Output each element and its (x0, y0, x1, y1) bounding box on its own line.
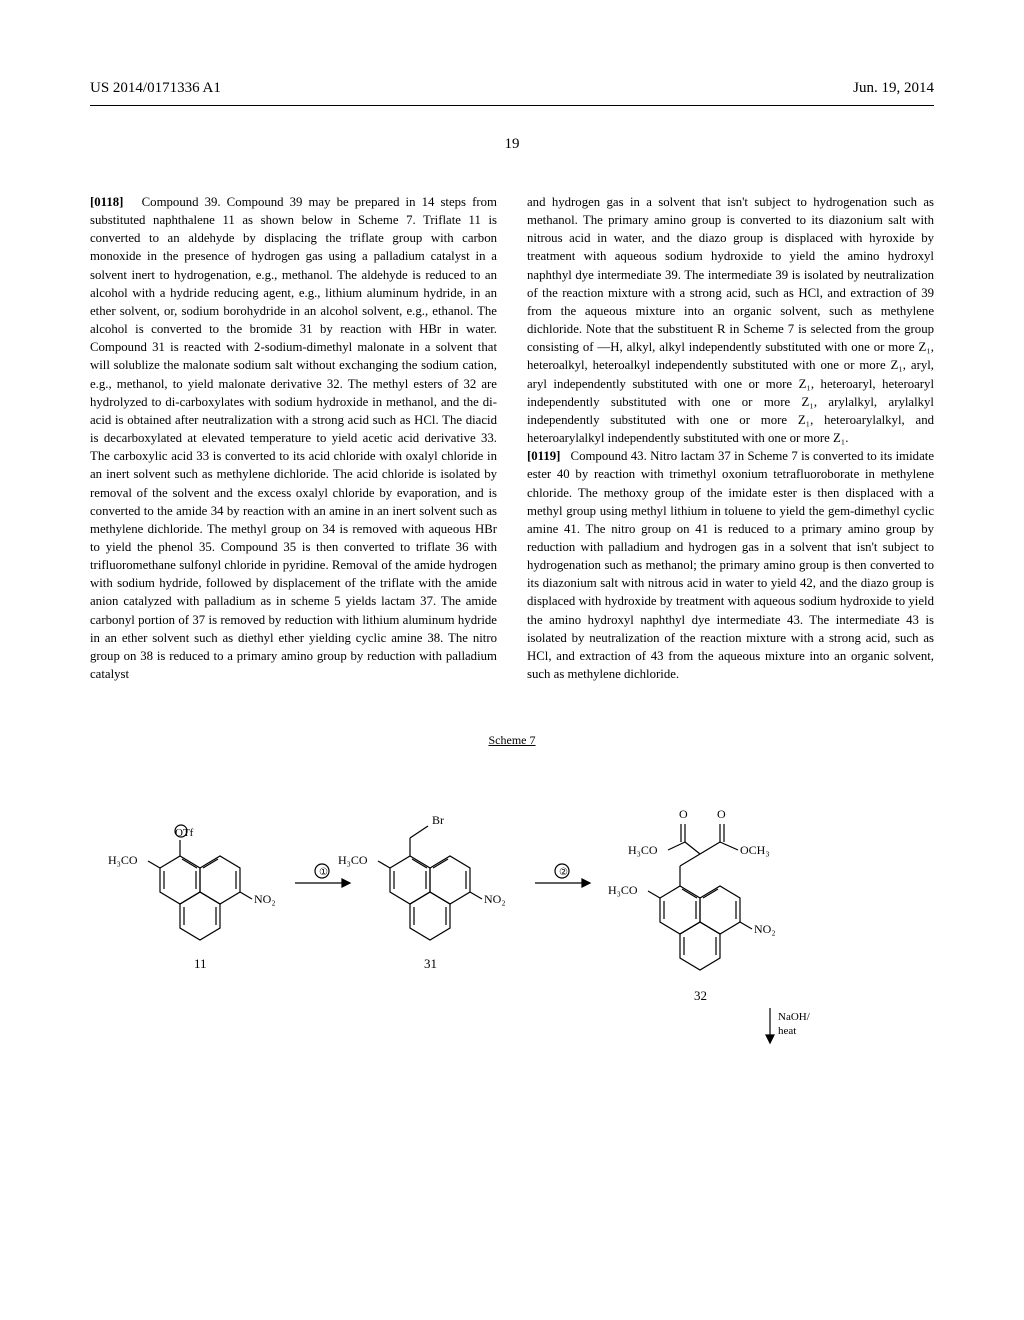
paragraph-119: [0119] Compound 43. Nitro lactam 37 in S… (527, 447, 934, 683)
arrow3-label: NaOH/ (778, 1011, 811, 1023)
c31-num: 31 (424, 956, 437, 971)
c32-och3-l: H₃CO (628, 843, 658, 857)
page-number: 19 (90, 136, 934, 153)
compound-31: H₃CO Br NO₂ 31 (338, 813, 506, 971)
right-column: and hydrogen gas in a solvent that isn't… (527, 193, 934, 683)
c32-num: 32 (694, 988, 707, 1003)
page-header: US 2014/0171336 A1 Jun. 19, 2014 (90, 80, 934, 97)
compound-11: H₃CO OTf NO₂ 11 (108, 825, 276, 971)
c32-och3-r: OCH₃ (740, 843, 770, 857)
c31-och3: H₃CO (338, 853, 368, 867)
scheme-svg: H₃CO OTf NO₂ 11 ① (90, 768, 934, 1048)
arrow2-label: ② (559, 867, 568, 878)
compound-32: H₃CO NO₂ O (608, 807, 776, 1003)
scheme-label: Scheme 7 (90, 733, 934, 748)
c11-num: 11 (194, 956, 207, 971)
arrow-3: NaOH/ heat (766, 1008, 811, 1043)
arrow-1: ① (295, 864, 350, 887)
left-column: [0118] Compound 39. Compound 39 may be p… (90, 193, 497, 683)
arrow1-label: ① (319, 867, 328, 878)
para-119-text: Compound 43. Nitro lactam 37 in Scheme 7… (527, 449, 934, 681)
para-118-text: Compound 39. Compound 39 may be prepared… (90, 195, 497, 681)
c11-och3: H₃CO (108, 853, 138, 867)
c11-no2: NO₂ (254, 892, 276, 906)
c32-o2: O (717, 807, 726, 821)
paragraph-118-cont: and hydrogen gas in a solvent that isn't… (527, 193, 934, 447)
arrow-2: ② (535, 864, 590, 887)
c32-no2: NO₂ (754, 922, 776, 936)
arrow3-label2: heat (778, 1025, 796, 1037)
c32-o1: O (679, 807, 688, 821)
c31-br: Br (432, 813, 444, 827)
header-left: US 2014/0171336 A1 (90, 80, 221, 97)
para-num-118: [0118] (90, 195, 123, 209)
para-num-119: [0119] (527, 449, 560, 463)
body-columns: [0118] Compound 39. Compound 39 may be p… (90, 193, 934, 683)
c32-och3: H₃CO (608, 883, 638, 897)
header-right: Jun. 19, 2014 (853, 80, 934, 97)
c11-otf: OTf (175, 827, 194, 839)
header-rule (90, 105, 934, 106)
scheme-7-diagram: H₃CO OTf NO₂ 11 ① (90, 768, 934, 1053)
c31-no2: NO₂ (484, 892, 506, 906)
paragraph-118: [0118] Compound 39. Compound 39 may be p… (90, 193, 497, 683)
